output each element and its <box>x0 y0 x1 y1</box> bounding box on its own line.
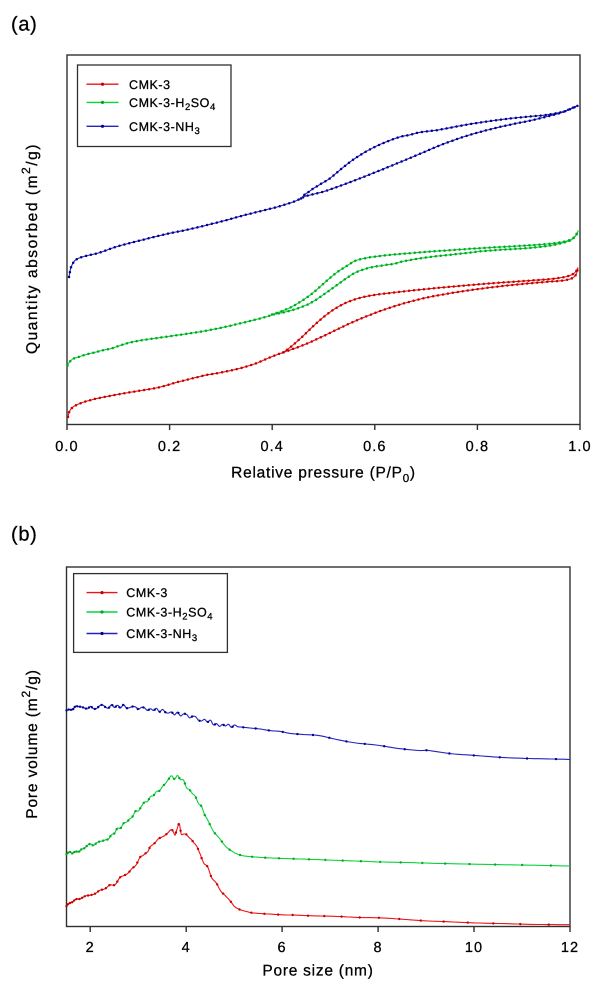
svg-text:CMK-3: CMK-3 <box>129 78 171 92</box>
svg-text:1.0: 1.0 <box>568 439 591 455</box>
svg-text:0.4: 0.4 <box>260 439 283 455</box>
svg-text:6: 6 <box>278 940 287 956</box>
svg-text:Pore volume (m2/g): Pore volume (m2/g) <box>19 669 41 818</box>
svg-text:0.0: 0.0 <box>55 439 78 455</box>
svg-text:CMK-3-NH3: CMK-3-NH3 <box>126 627 197 644</box>
svg-text:2: 2 <box>86 940 95 956</box>
svg-text:CMK-3: CMK-3 <box>126 586 168 600</box>
svg-text:Quantity absorbed (m2/g): Quantity absorbed (m2/g) <box>19 143 41 354</box>
svg-text:CMK-3-H2SO4: CMK-3-H2SO4 <box>126 606 213 623</box>
svg-text:0.8: 0.8 <box>466 439 489 455</box>
svg-text:CMK-3-NH3: CMK-3-NH3 <box>129 120 200 137</box>
svg-text:12: 12 <box>561 940 579 956</box>
svg-text:(a): (a) <box>11 14 38 36</box>
svg-text:0.6: 0.6 <box>363 439 386 455</box>
svg-text:CMK-3-H2SO4: CMK-3-H2SO4 <box>129 96 216 113</box>
svg-text:4: 4 <box>182 940 191 956</box>
svg-text:8: 8 <box>374 940 383 956</box>
svg-text:10: 10 <box>465 940 483 956</box>
svg-text:(b): (b) <box>11 524 38 546</box>
svg-text:Relative pressure (P/P0): Relative pressure (P/P0) <box>231 465 416 486</box>
svg-text:Pore size (nm): Pore size (nm) <box>262 963 373 980</box>
svg-text:0.2: 0.2 <box>158 439 181 455</box>
